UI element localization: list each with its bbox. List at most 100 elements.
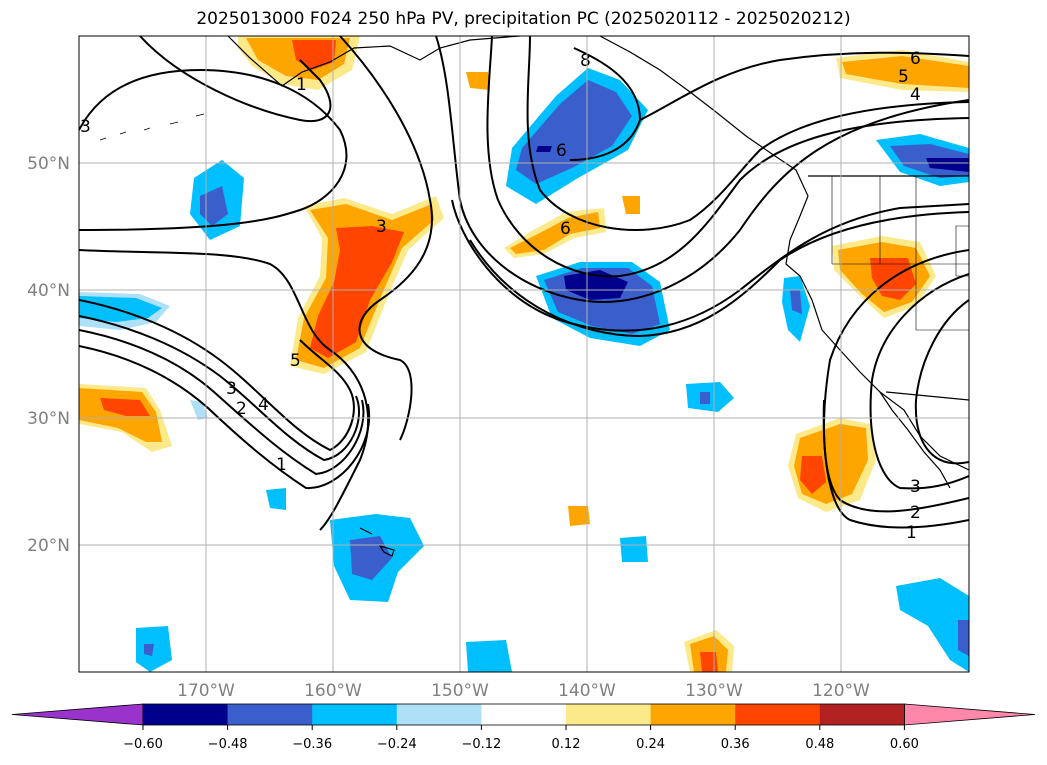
hawaii-islands: [359, 527, 395, 557]
precip-blob-west-core: [79, 388, 162, 442]
colorbar-segment: [735, 704, 821, 725]
pv-contour: [914, 299, 969, 465]
precip-blob-pnw-offshore-core: [842, 56, 969, 88]
contour-label: 4: [910, 85, 921, 105]
colorbar-segment: [312, 704, 398, 725]
pv-contour: [569, 47, 969, 161]
precip-blob-dateline-core: [79, 296, 162, 322]
precip-blob-sw-core: [144, 644, 154, 656]
colorbar-tick-label: −0.60: [123, 737, 163, 752]
colorbar-tick-label: −0.24: [377, 737, 417, 752]
lat-label: 20°N: [27, 536, 70, 556]
pv-contour: [451, 199, 969, 332]
lon-label: 150°W: [431, 681, 489, 701]
precip-blob-south-max: [700, 652, 718, 672]
contour-label: 6: [910, 49, 921, 69]
contour-label: 3: [910, 477, 921, 497]
lon-label: 120°W: [812, 681, 870, 701]
colorbar-tick-label: 0.60: [890, 737, 919, 752]
pv-contour: [79, 315, 361, 462]
colorbar-segment: [396, 704, 482, 725]
precip-blob-bc-coast-max: [926, 158, 969, 172]
gridlines: [79, 36, 969, 672]
lat-label: 50°N: [27, 154, 70, 174]
precip-blob-west-north-core: [200, 186, 228, 226]
precip-blob-tiny-1: [622, 196, 640, 214]
pv-contour: [869, 273, 969, 490]
pv-contour: [526, 36, 969, 231]
precip-blob-south-blue-2: [620, 536, 648, 562]
pv-contour: [79, 329, 365, 476]
contour-label: 1: [906, 523, 917, 543]
colorbar-extend-min: [11, 703, 144, 726]
pv-contour: [79, 299, 355, 452]
map-title: 2025013000 F024 250 hPa PV, precipitatio…: [196, 9, 851, 29]
pv-contour: [822, 399, 969, 529]
contour-label: 5: [290, 351, 301, 371]
lon-label: 170°W: [177, 681, 235, 701]
colorbar-tick-label: 0.24: [636, 737, 665, 752]
precip-blob-dateline-small: [190, 400, 208, 420]
state-borders: [831, 176, 969, 331]
contour-label: 3: [80, 117, 91, 137]
contour-label: 3: [226, 379, 237, 399]
coastline-alaska: [227, 36, 521, 87]
contour-label: 3: [376, 217, 387, 237]
precip-blob-gulf-alaska-core: [516, 80, 632, 184]
border-us-mexico: [885, 391, 969, 401]
lon-label: 130°W: [685, 681, 743, 701]
colorbar-segment: [819, 704, 905, 725]
colorbar-segment: [227, 704, 313, 725]
pv-contour: [486, 36, 969, 278]
lon-label: 140°W: [558, 681, 616, 701]
colorbar-outline: [142, 703, 905, 726]
precip-blob-south-blue: [466, 640, 512, 672]
colorbar-tick-label: 0.48: [805, 737, 834, 752]
colorbar-segment: [481, 704, 567, 725]
pv-contour: [339, 36, 433, 441]
contour-label: 1: [296, 75, 307, 95]
colorbar-segment: [566, 704, 652, 725]
latitude-labels: 50°N 40°N 30°N 20°N: [27, 154, 70, 556]
aleutian-islands: [99, 113, 205, 141]
precip-blob-gulf-alaska-max: [536, 146, 552, 152]
contour-label: 2: [910, 503, 921, 523]
colorbar-tick-label: −0.36: [292, 737, 332, 752]
precip-blob-south-blue-3: [266, 488, 286, 510]
precip-blob-sw: [136, 626, 172, 672]
contour-label: 1: [276, 455, 287, 475]
pv-contour: [79, 345, 371, 490]
precip-blob-baja-max: [800, 456, 826, 494]
colorbar-tick-label: 0.36: [721, 737, 750, 752]
pv-contour-labels: 3 1 3 8 6 6 6 5 4 5 3 2 4 1 3 2 1: [80, 49, 921, 543]
contour-label: 8: [580, 51, 591, 71]
precip-blob-ne-pacific-max: [564, 270, 628, 300]
map-frame: [78, 35, 970, 673]
precip-blob-tiny-3: [568, 506, 590, 526]
pv-contour: [79, 68, 348, 231]
colorbar-tick-label: 0.12: [552, 737, 581, 752]
contour-label: 6: [556, 141, 567, 161]
contour-label: 4: [258, 395, 269, 415]
colorbar: −0.60 −0.48 −0.36 −0.24 −0.12 0.12 0.24 0.36 0.4…: [11, 703, 1036, 752]
pv-contour: [435, 36, 969, 303]
longitude-labels: 170°W 160°W 150°W 140°W 130°W 120°W: [177, 681, 870, 701]
contour-label: 5: [898, 67, 909, 87]
lon-label: 160°W: [304, 681, 362, 701]
precip-blob-ne-pacific-small-core: [510, 212, 600, 254]
precip-blob-se-core: [958, 620, 969, 656]
precip-blob-tiny-2: [466, 72, 490, 90]
coastline-baja: [879, 391, 951, 489]
lat-label: 30°N: [27, 409, 70, 429]
colorbar-tick-label: −0.12: [461, 737, 501, 752]
contour-label: 6: [560, 219, 571, 239]
pv-contour: [139, 36, 332, 123]
lat-label: 40°N: [27, 281, 70, 301]
colorbar-tick-label: −0.48: [208, 737, 248, 752]
colorbar-extend-max: [904, 703, 1036, 726]
colorbar-segment: [650, 704, 736, 725]
precip-blob-west-max: [100, 398, 150, 416]
precip-blob-mid-pacific-core: [700, 392, 710, 404]
contour-label: 2: [236, 399, 247, 419]
